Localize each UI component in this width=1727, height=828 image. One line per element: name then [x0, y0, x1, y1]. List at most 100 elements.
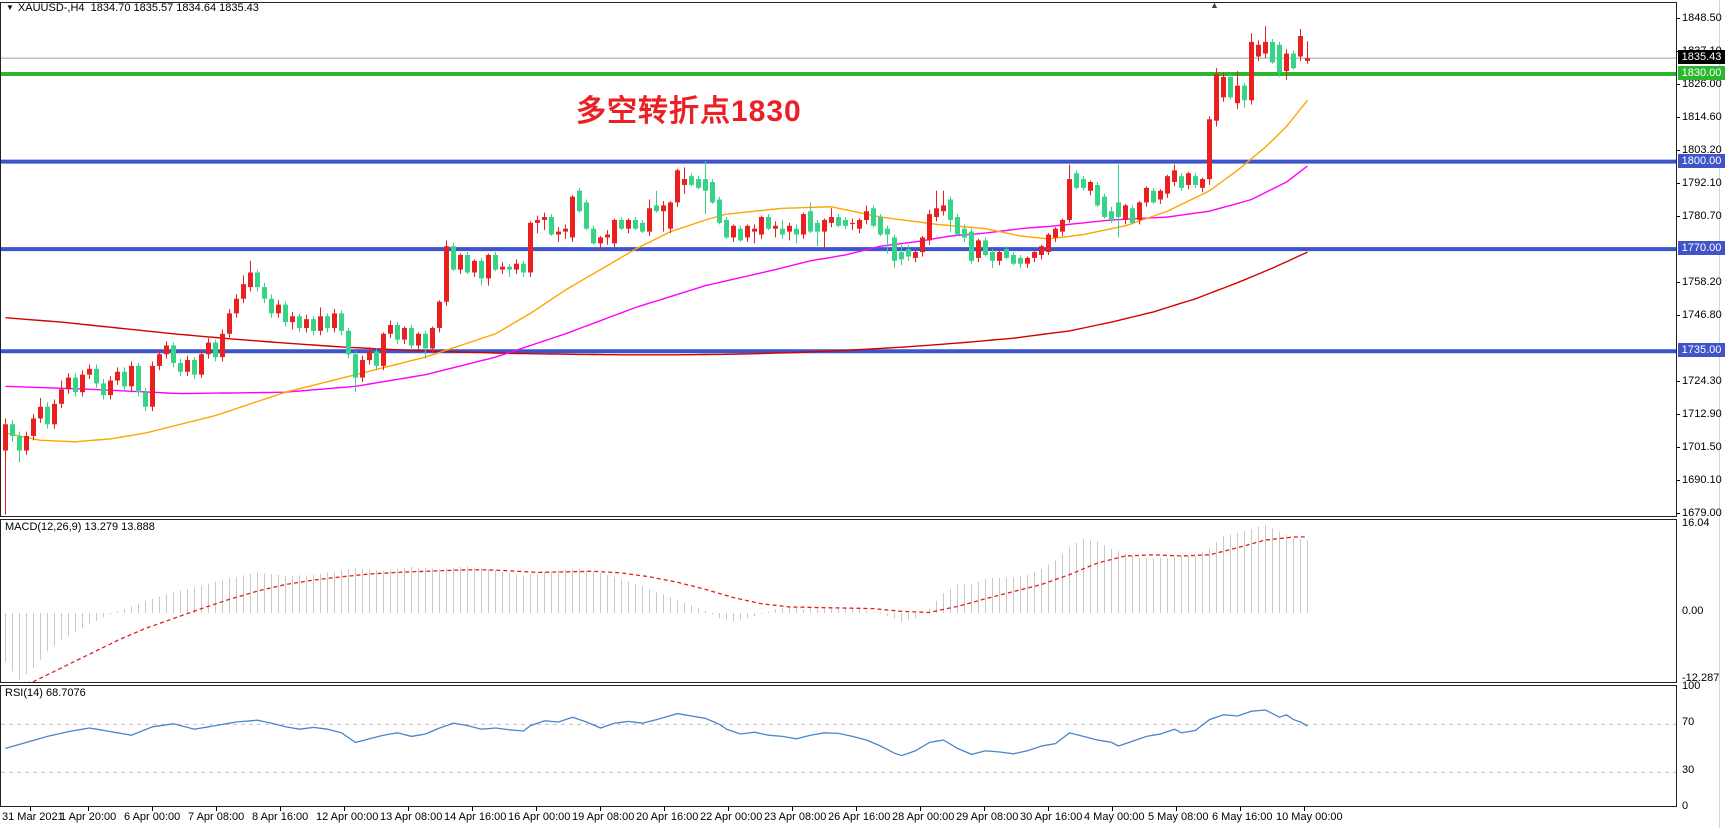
candle-body — [374, 351, 379, 366]
candle-body — [542, 217, 547, 220]
time-axis-label: 12 Apr 00:00 — [316, 811, 379, 823]
candle-body — [626, 219, 631, 229]
candle-body — [185, 360, 190, 372]
price-level-badge: 1800.00 — [1678, 153, 1725, 168]
macd-indicator-panel[interactable] — [0, 519, 1677, 683]
candle-body — [1270, 41, 1275, 63]
candle-body — [836, 217, 841, 226]
candle-body — [1186, 173, 1191, 185]
tick-mark — [1676, 18, 1680, 19]
candle-body — [759, 217, 764, 235]
time-axis-label: 13 Apr 08:00 — [380, 811, 443, 823]
candle-body — [668, 202, 673, 229]
tick-mark — [1676, 380, 1680, 382]
candle-body — [31, 418, 36, 436]
candle-body — [493, 254, 498, 270]
collapse-caret-icon[interactable]: ▼ — [6, 3, 14, 12]
candle-body — [1277, 44, 1282, 73]
symbol-period-label: XAUUSD-,H4 — [17, 2, 85, 14]
candle-body — [605, 234, 610, 238]
candle-body — [1221, 76, 1226, 98]
time-axis-label: 1 Apr 20:00 — [60, 811, 117, 823]
price-axis-tick: 1848.50 — [1676, 12, 1722, 24]
tick-mark — [1676, 215, 1680, 217]
time-axis-label: 22 Apr 00:00 — [700, 811, 763, 823]
time-axis-tick-mark — [536, 807, 537, 811]
rsi-line — [5, 709, 1308, 757]
candle-body — [535, 219, 540, 223]
candle-body — [1088, 182, 1093, 191]
candle-body — [59, 389, 64, 404]
tick-mark — [1676, 512, 1680, 514]
candle-body — [682, 179, 687, 185]
candle-body — [52, 403, 57, 425]
candle-body — [227, 313, 232, 334]
candle-body — [976, 240, 981, 258]
candle-body — [451, 246, 456, 270]
rsi-axis-tick: 100 — [1682, 680, 1701, 693]
tick-mark — [1676, 83, 1680, 85]
candle-body — [1074, 173, 1079, 188]
candle-body — [1207, 119, 1212, 180]
candle-body — [80, 374, 85, 393]
time-axis-label: 28 Apr 00:00 — [892, 811, 955, 823]
candle-body — [346, 330, 351, 355]
candle-body — [955, 217, 960, 235]
candle-body — [122, 371, 127, 387]
scroll-to-end-icon[interactable]: ▲ — [1210, 0, 1219, 10]
time-axis-label: 6 May 16:00 — [1212, 811, 1273, 823]
price-axis[interactable] — [1677, 0, 1727, 828]
candle-body — [1116, 202, 1121, 218]
candle-body — [1242, 85, 1247, 101]
candle-body — [962, 228, 967, 238]
candle-body — [871, 208, 876, 226]
candle-body — [262, 287, 267, 299]
chart-canvas — [1, 709, 1676, 773]
time-axis-tick-mark — [600, 807, 601, 811]
candle-body — [325, 316, 330, 328]
candle-body — [465, 254, 470, 273]
price-axis-tick: 1758.20 — [1676, 276, 1722, 288]
candle-body — [388, 325, 393, 334]
tick-mark — [1676, 480, 1680, 482]
candle-body — [339, 313, 344, 331]
candle-body — [738, 228, 743, 241]
candle-body — [1193, 176, 1198, 185]
candle-body — [843, 219, 848, 226]
candle-body — [66, 377, 71, 390]
tick-mark — [1676, 182, 1680, 184]
candle-body — [948, 199, 953, 220]
candle-body — [381, 333, 386, 366]
candle-body — [164, 345, 169, 355]
candle-body — [731, 225, 736, 238]
candle-body — [689, 176, 694, 185]
price-level-badge: 1735.00 — [1678, 343, 1725, 358]
candle-body — [269, 298, 274, 314]
price-axis-tick: 1746.80 — [1676, 309, 1722, 321]
ma-fast-orange — [5, 99, 1309, 443]
ma-mid-magenta — [5, 165, 1308, 395]
candle-body — [794, 228, 799, 235]
time-axis-tick-mark — [88, 807, 89, 811]
macd-signal-line — [28, 536, 1308, 682]
candle-body — [108, 380, 113, 396]
candle-body — [507, 266, 512, 270]
candle-body — [591, 228, 596, 244]
macd-label: MACD(12,26,9) 13.279 13.888 — [5, 521, 155, 533]
tick-mark — [1676, 314, 1680, 316]
candle-body — [1172, 170, 1177, 183]
price-chart-panel[interactable] — [0, 2, 1677, 517]
rsi-indicator-panel[interactable] — [0, 685, 1677, 807]
ohlc-header: ▼ XAUUSD-,H4 1834.70 1835.57 1834.64 1835… — [6, 2, 259, 14]
candle-body — [129, 365, 134, 387]
time-axis-label: 26 Apr 16:00 — [828, 811, 891, 823]
candle-body — [3, 424, 8, 451]
time-axis-label: 4 May 00:00 — [1084, 811, 1145, 823]
candle-body — [500, 266, 505, 270]
candle-body — [241, 284, 246, 299]
price-axis-tick: 1679.00 — [1676, 507, 1722, 519]
candle-body — [990, 252, 995, 261]
time-axis-tick-mark — [1112, 807, 1113, 811]
time-axis-tick-mark — [344, 807, 345, 811]
candle-body — [1151, 190, 1156, 203]
